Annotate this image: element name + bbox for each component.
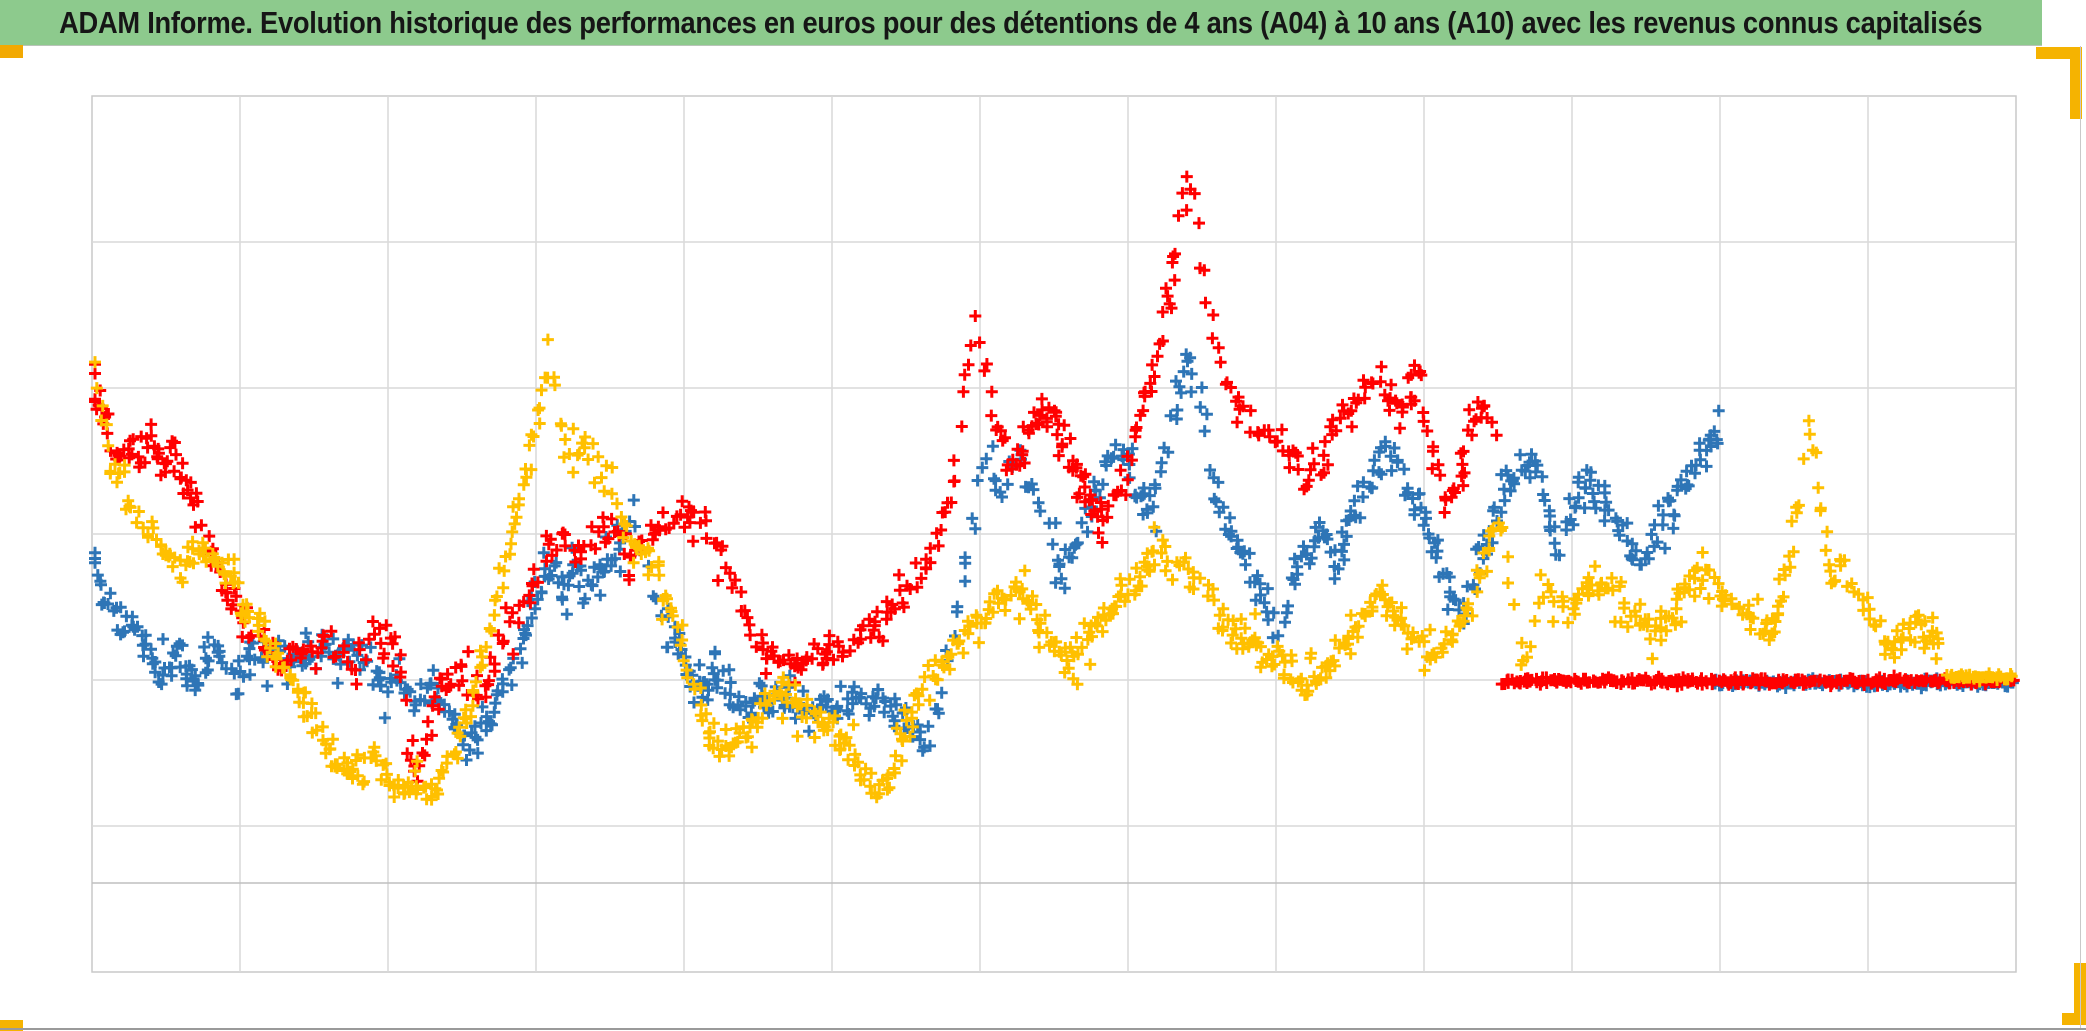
chart-title-bar[interactable]: ADAM Informe. Evolution historique des p…	[0, 0, 2042, 46]
selection-handle-top-left-icon	[0, 45, 23, 58]
chart-area-right-border	[2080, 46, 2081, 1029]
chart-title-text: ADAM Informe. Evolution historique des p…	[59, 4, 1983, 40]
selection-bracket-bottom-right-icon	[2062, 1013, 2086, 1025]
horizontal-gridlines	[92, 241, 2016, 827]
scatter-series-yellow[interactable]	[89, 333, 2018, 806]
selection-bracket-top-right-icon	[2070, 47, 2082, 119]
chart-area-bottom-border	[0, 1028, 2086, 1030]
selection-handle-bottom-left-icon	[0, 1020, 23, 1031]
